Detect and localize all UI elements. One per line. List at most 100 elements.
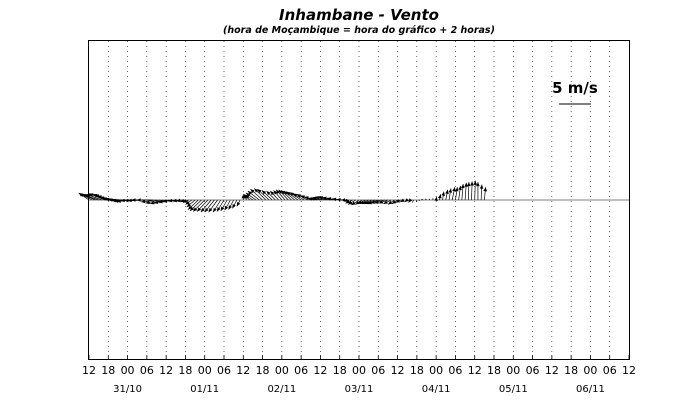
x-tick-label: 18 [487,364,501,377]
wind-vector [374,199,385,204]
wind-vector [383,199,392,205]
chart-subtitle: (hora de Moçambique = hora do gráfico + … [223,25,495,36]
wind-vector [415,199,418,203]
wind-vector [228,199,234,210]
x-tick-label: 12 [313,364,327,377]
wind-vector [224,199,231,211]
wind-vector [220,199,228,212]
x-tick-label: 00 [429,364,443,377]
wind-vector [448,188,453,201]
wind-vector [434,196,438,202]
wind-vector [454,187,459,201]
chart-title: Inhambane - Vento [279,6,439,24]
wind-vector [345,199,353,204]
wind-vector [441,191,446,201]
wind-vector [254,188,267,201]
date-labels: 31/10 01/11 02/11 03/11 04/11 05/11 06/11 [113,384,605,395]
x-tick-label: 18 [178,364,192,377]
wind-vector [247,190,260,201]
wind-vector [281,190,292,201]
wind-vector [395,199,401,203]
x-tick-label: 18 [256,364,270,377]
date-label: 01/11 [190,384,219,395]
wind-vector [292,193,305,201]
x-tick-label: 12 [622,364,636,377]
x-tick-label: 12 [159,364,173,377]
wind-vectors [78,180,488,213]
wind-vector [347,199,356,205]
x-tick-label: 06 [448,364,462,377]
wind-vector [257,188,270,201]
x-tick-label: 06 [294,364,308,377]
wind-vector [189,199,202,212]
wind-vector [83,194,99,201]
wind-vector [391,199,398,205]
x-tick-label: 12 [236,364,250,377]
wind-vector [275,189,286,201]
wind-vector [192,199,205,212]
wind-vector [473,180,478,201]
wind-vector [424,198,427,201]
x-tick-label: 06 [217,364,231,377]
wind-vector [216,199,225,212]
wind-vector [351,199,360,206]
x-tick-label: 00 [198,364,212,377]
vertical-gridlines [107,41,611,359]
wind-vector [86,193,102,201]
wind-vector [180,198,186,203]
x-tick-label: 06 [371,364,385,377]
wind-vector [204,199,215,213]
wind-vector [182,199,189,203]
x-tick-label: 06 [526,364,540,377]
wind-vector [445,189,449,201]
wind-vector [404,198,409,203]
x-tick-label: 12 [82,364,96,377]
date-label: 03/11 [345,384,374,395]
x-tick-label: 00 [506,364,520,377]
wind-vector [261,190,273,201]
wind-vector [421,199,424,201]
x-tick-label: 00 [352,364,366,377]
wind-vector [458,185,462,201]
x-tick-label: 12 [391,364,405,377]
x-tick-label: 12 [545,364,559,377]
wind-vector [232,199,238,209]
x-axis-ticks: 12 18 00 06 12 18 00 06 12 18 00 06 12 18 00 06 12 18 00 06… [82,355,636,377]
wind-vector [483,187,488,201]
wind-vector [266,190,276,201]
wind-vector [250,188,263,201]
x-tick-label: 06 [603,364,617,377]
wind-vector [200,199,212,213]
wind-vector [479,184,484,201]
x-tick-label: 00 [275,364,289,377]
date-label: 04/11 [422,384,451,395]
x-tick-label: 00 [121,364,135,377]
date-label: 06/11 [576,384,605,395]
x-tick-label: 18 [333,364,347,377]
wind-vector [400,198,405,203]
wind-vector [278,189,289,201]
wind-vector [378,199,389,204]
wind-vector [208,199,218,213]
wind-vector [245,192,257,201]
date-label: 02/11 [267,384,296,395]
scale-label: 5 m/s [552,79,598,97]
date-label: 05/11 [499,384,528,395]
wind-vector [136,198,154,202]
wind-vector [387,199,395,205]
wind-vector [187,199,199,210]
wind-vector [438,194,442,201]
wind-vector [212,199,222,213]
wind-vector [470,181,474,201]
wind-vector [270,190,279,201]
wind-vector [428,198,431,201]
wind-vector [466,182,471,201]
wind-vector [451,187,456,201]
wind-vector [464,182,468,201]
x-tick-label: 06 [140,364,154,377]
wind-vector [236,199,241,207]
date-label: 31/10 [113,384,142,395]
wind-vector [418,199,421,201]
wind-vector [408,198,413,203]
x-tick-label: 12 [468,364,482,377]
